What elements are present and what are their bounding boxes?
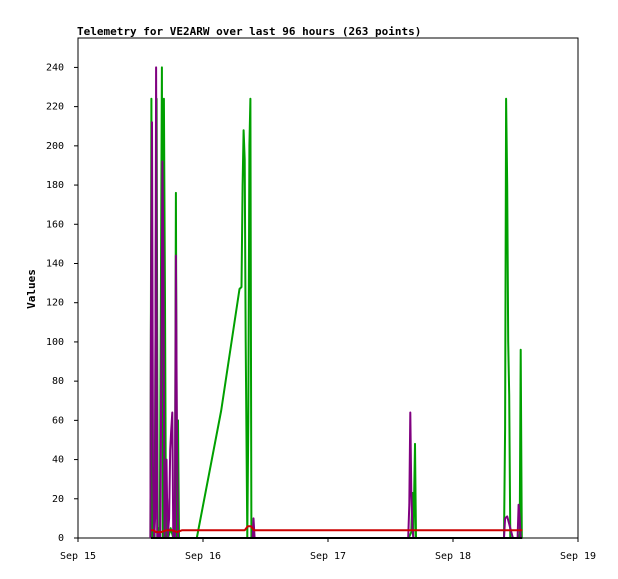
x-tick-label: Sep 16 bbox=[185, 551, 221, 562]
x-tick-label: Sep 15 bbox=[60, 551, 96, 562]
x-axis: Sep 15 Sep 16 Sep 17 Sep 18 Sep 19 bbox=[60, 538, 596, 562]
y-tick-label: 220 bbox=[46, 102, 64, 113]
chart-title: Telemetry for VE2ARW over last 96 hours … bbox=[77, 25, 421, 38]
y-tick-label: 180 bbox=[46, 180, 64, 191]
y-axis-label: Values bbox=[25, 269, 38, 309]
y-tick-label: 140 bbox=[46, 258, 64, 269]
y-tick-label: 20 bbox=[52, 494, 64, 505]
series-line bbox=[149, 66, 522, 539]
y-tick-label: 160 bbox=[46, 219, 64, 230]
y-tick-label: 40 bbox=[52, 455, 64, 466]
y-tick-label: 200 bbox=[46, 141, 64, 152]
y-tick-label: 0 bbox=[58, 533, 64, 544]
y-axis: 0 20 40 60 80 100 120 140 160 180 200 220 240 bbox=[46, 62, 78, 544]
y-tick-label: 100 bbox=[46, 337, 64, 348]
y-tick-label: 60 bbox=[52, 415, 64, 426]
x-tick-label: Sep 19 bbox=[560, 551, 596, 562]
x-tick-label: Sep 17 bbox=[310, 551, 346, 562]
series-line bbox=[149, 66, 523, 539]
x-tick-label: Sep 18 bbox=[435, 551, 471, 562]
series-line bbox=[150, 525, 523, 534]
y-tick-label: 240 bbox=[46, 62, 64, 73]
y-tick-label: 120 bbox=[46, 298, 64, 309]
y-tick-label: 80 bbox=[52, 376, 64, 387]
series-layer bbox=[149, 66, 523, 539]
